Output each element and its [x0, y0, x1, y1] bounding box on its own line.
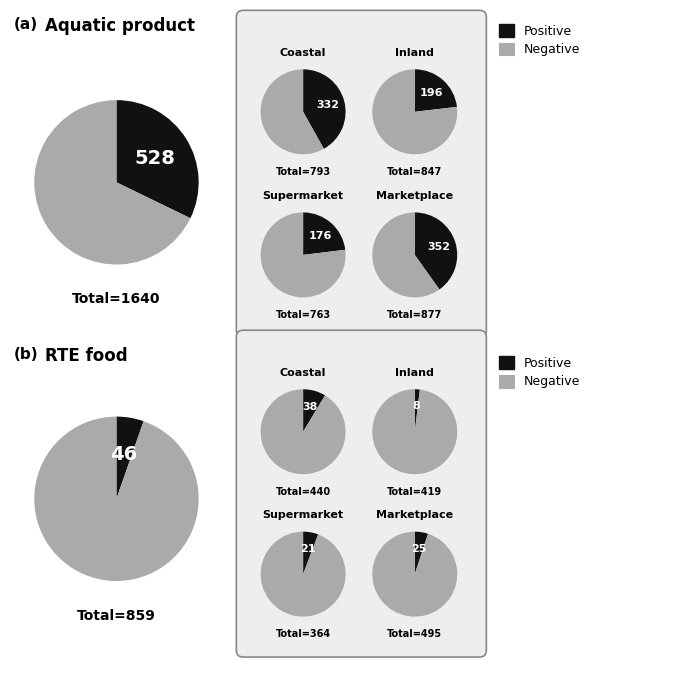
Wedge shape: [261, 532, 345, 616]
Text: Total=1640: Total=1640: [72, 292, 161, 306]
Text: 8: 8: [412, 401, 420, 411]
Title: Inland: Inland: [395, 48, 434, 58]
Text: RTE food: RTE food: [45, 347, 127, 365]
Text: 46: 46: [110, 444, 138, 464]
Wedge shape: [414, 69, 457, 111]
Wedge shape: [116, 100, 199, 218]
Wedge shape: [34, 100, 190, 264]
Text: Aquatic product: Aquatic product: [45, 17, 195, 35]
Wedge shape: [373, 389, 457, 474]
Title: Coastal: Coastal: [280, 368, 326, 378]
Text: 38: 38: [302, 402, 318, 412]
Wedge shape: [116, 417, 144, 499]
Text: Total=847: Total=847: [387, 167, 443, 177]
Wedge shape: [261, 69, 324, 154]
Wedge shape: [373, 69, 457, 154]
Title: Coastal: Coastal: [280, 48, 326, 58]
Wedge shape: [303, 69, 345, 149]
Wedge shape: [303, 213, 345, 255]
Text: 352: 352: [427, 242, 451, 252]
Wedge shape: [261, 389, 345, 474]
Text: Total=495: Total=495: [387, 630, 443, 639]
Title: Marketplace: Marketplace: [376, 191, 453, 201]
Text: Total=440: Total=440: [275, 487, 331, 497]
Text: (b): (b): [14, 347, 38, 363]
Text: Total=877: Total=877: [387, 310, 443, 320]
Text: Total=763: Total=763: [275, 310, 331, 320]
Text: 196: 196: [420, 88, 443, 98]
Title: Supermarket: Supermarket: [262, 510, 344, 520]
Legend: Positive, Negative: Positive, Negative: [496, 21, 582, 58]
Text: Total=364: Total=364: [275, 630, 331, 639]
Title: Marketplace: Marketplace: [376, 510, 453, 520]
Text: Total=859: Total=859: [77, 608, 156, 623]
Wedge shape: [303, 389, 325, 432]
Wedge shape: [414, 389, 420, 432]
Title: Inland: Inland: [395, 368, 434, 378]
Text: 25: 25: [411, 544, 427, 554]
Wedge shape: [373, 213, 440, 297]
Title: Supermarket: Supermarket: [262, 191, 344, 201]
Text: Total=419: Total=419: [387, 487, 443, 497]
Text: 21: 21: [300, 544, 316, 554]
Wedge shape: [34, 417, 199, 581]
Text: 176: 176: [308, 231, 332, 241]
Legend: Positive, Negative: Positive, Negative: [496, 354, 582, 391]
Text: 528: 528: [134, 149, 175, 168]
Wedge shape: [261, 213, 345, 297]
Wedge shape: [414, 213, 457, 290]
Text: 332: 332: [316, 100, 339, 110]
Wedge shape: [373, 532, 457, 616]
Wedge shape: [303, 532, 318, 574]
Wedge shape: [414, 532, 428, 574]
Text: Total=793: Total=793: [275, 167, 331, 177]
Text: (a): (a): [14, 17, 38, 32]
